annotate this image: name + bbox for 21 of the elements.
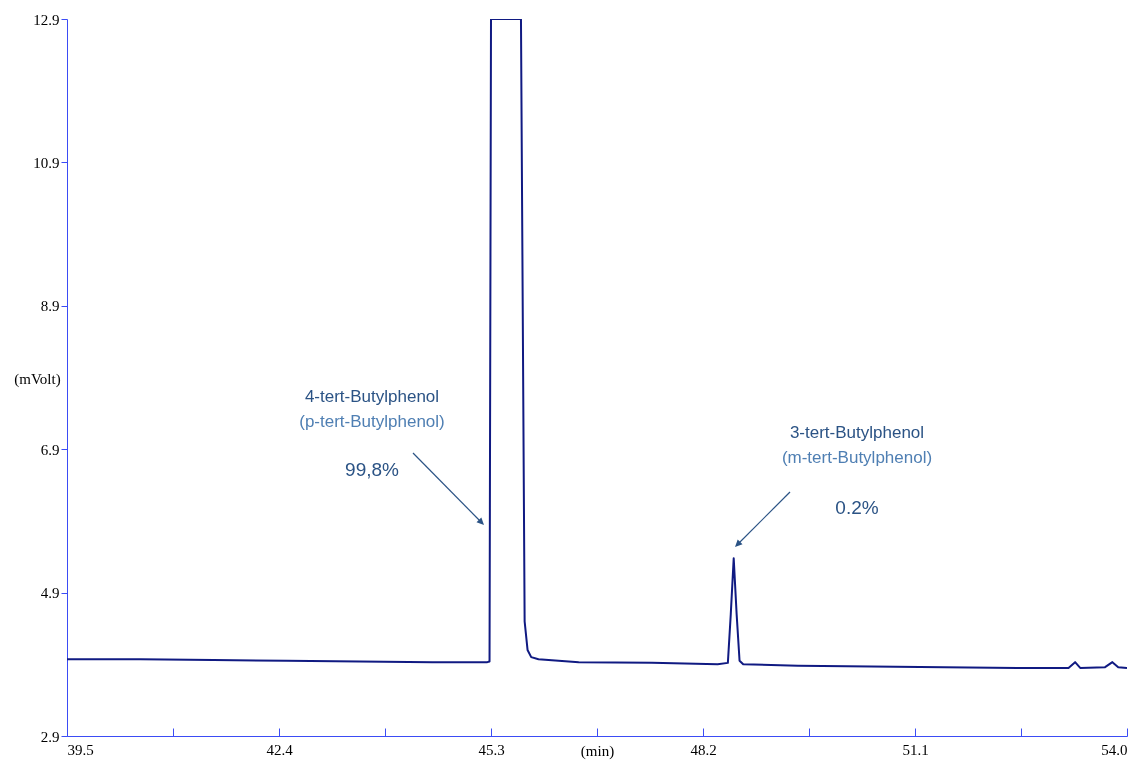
x-tick-label: 48.2 <box>690 741 717 758</box>
annotation: (m-tert-Butylphenol) <box>781 448 933 467</box>
annotation: 3-tert-Butylphenol <box>789 423 925 442</box>
y-tick-label: 10.9 <box>33 154 60 171</box>
y-axis-title: (mVolt) <box>14 370 61 388</box>
line-series <box>67 19 1127 669</box>
y-tick-label: 4.9 <box>40 585 60 602</box>
x-tick-label: 45.3 <box>478 741 505 758</box>
x-tick-label: 51.1 <box>902 741 929 758</box>
annotation: 99,8% <box>345 459 400 480</box>
x-tick-label: 42.4 <box>266 741 294 758</box>
x-tick-label: 54.0 <box>1101 741 1128 758</box>
y-tick-label: 8.9 <box>40 298 60 315</box>
annotation: (p-tert-Butylphenol) <box>299 412 445 431</box>
y-tick-label: 2.9 <box>40 728 60 745</box>
y-tick-label: 12.9 <box>33 11 60 28</box>
x-axis-title: (min) <box>580 742 615 760</box>
x-tick-label: 39.5 <box>67 741 94 758</box>
y-tick-label: 6.9 <box>40 441 60 458</box>
annotation: 0.2% <box>835 497 879 518</box>
annotation: 4-tert-Butylphenol <box>304 387 440 406</box>
